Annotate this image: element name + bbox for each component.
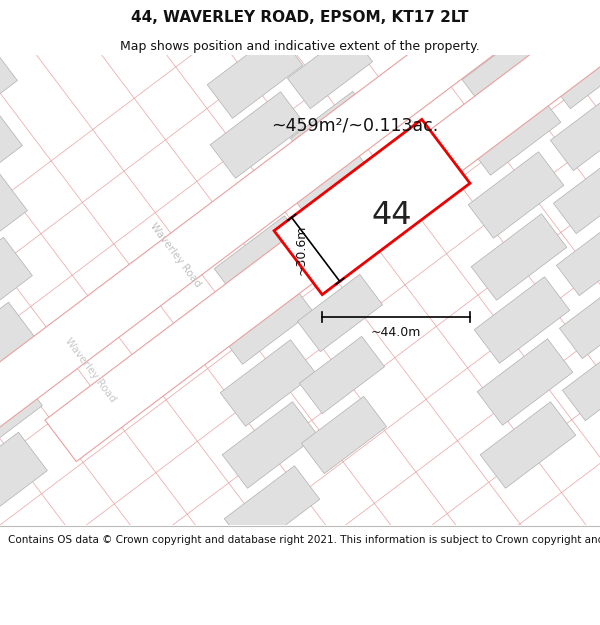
Text: ~30.6m: ~30.6m [295,224,308,274]
Polygon shape [299,336,385,414]
Text: ~459m²/~0.113ac.: ~459m²/~0.113ac. [271,116,439,134]
Text: Waverley Road: Waverley Road [62,336,118,404]
Polygon shape [0,107,22,202]
Polygon shape [222,402,318,488]
Text: 44: 44 [372,199,412,231]
Polygon shape [553,156,600,234]
Polygon shape [214,216,310,302]
Polygon shape [550,93,600,171]
Polygon shape [556,218,600,296]
Polygon shape [290,91,376,169]
Polygon shape [468,152,564,238]
Polygon shape [301,396,386,474]
Polygon shape [471,214,567,300]
Text: 44, WAVERLEY ROAD, EPSOM, KT17 2LT: 44, WAVERLEY ROAD, EPSOM, KT17 2LT [131,10,469,25]
Polygon shape [207,32,303,118]
Polygon shape [298,274,383,352]
Polygon shape [295,213,380,291]
Polygon shape [220,340,316,426]
Polygon shape [0,0,540,562]
Polygon shape [462,27,558,113]
Polygon shape [0,173,28,268]
Polygon shape [465,89,561,175]
Polygon shape [0,42,17,138]
Polygon shape [224,466,320,552]
Text: Waverley Road: Waverley Road [148,221,202,289]
Polygon shape [274,119,470,294]
Polygon shape [0,368,43,462]
Polygon shape [0,432,47,528]
Polygon shape [0,302,37,398]
Polygon shape [559,281,600,359]
Polygon shape [477,339,573,425]
Polygon shape [45,0,600,462]
Text: Contains OS data © Crown copyright and database right 2021. This information is : Contains OS data © Crown copyright and d… [8,535,600,545]
Text: Map shows position and indicative extent of the property.: Map shows position and indicative extent… [120,39,480,52]
Polygon shape [547,31,600,109]
Polygon shape [480,402,576,488]
Polygon shape [293,151,379,229]
Polygon shape [287,31,373,109]
Polygon shape [562,343,600,421]
Polygon shape [210,92,306,178]
Polygon shape [474,277,570,363]
Text: ~44.0m: ~44.0m [371,326,421,339]
Polygon shape [217,278,313,364]
Polygon shape [212,154,308,240]
Polygon shape [0,238,32,332]
